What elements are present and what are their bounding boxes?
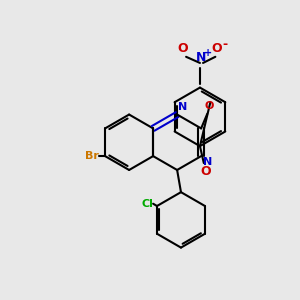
Text: N: N	[196, 52, 207, 64]
Text: N: N	[203, 157, 212, 167]
Text: -: -	[222, 38, 227, 51]
Text: O: O	[212, 42, 222, 55]
Text: +: +	[204, 48, 212, 58]
Text: N: N	[178, 102, 187, 112]
Text: Br: Br	[85, 151, 99, 161]
Text: O: O	[178, 42, 188, 55]
Text: Cl: Cl	[141, 199, 153, 209]
Text: O: O	[201, 165, 212, 178]
Text: O: O	[204, 101, 214, 111]
